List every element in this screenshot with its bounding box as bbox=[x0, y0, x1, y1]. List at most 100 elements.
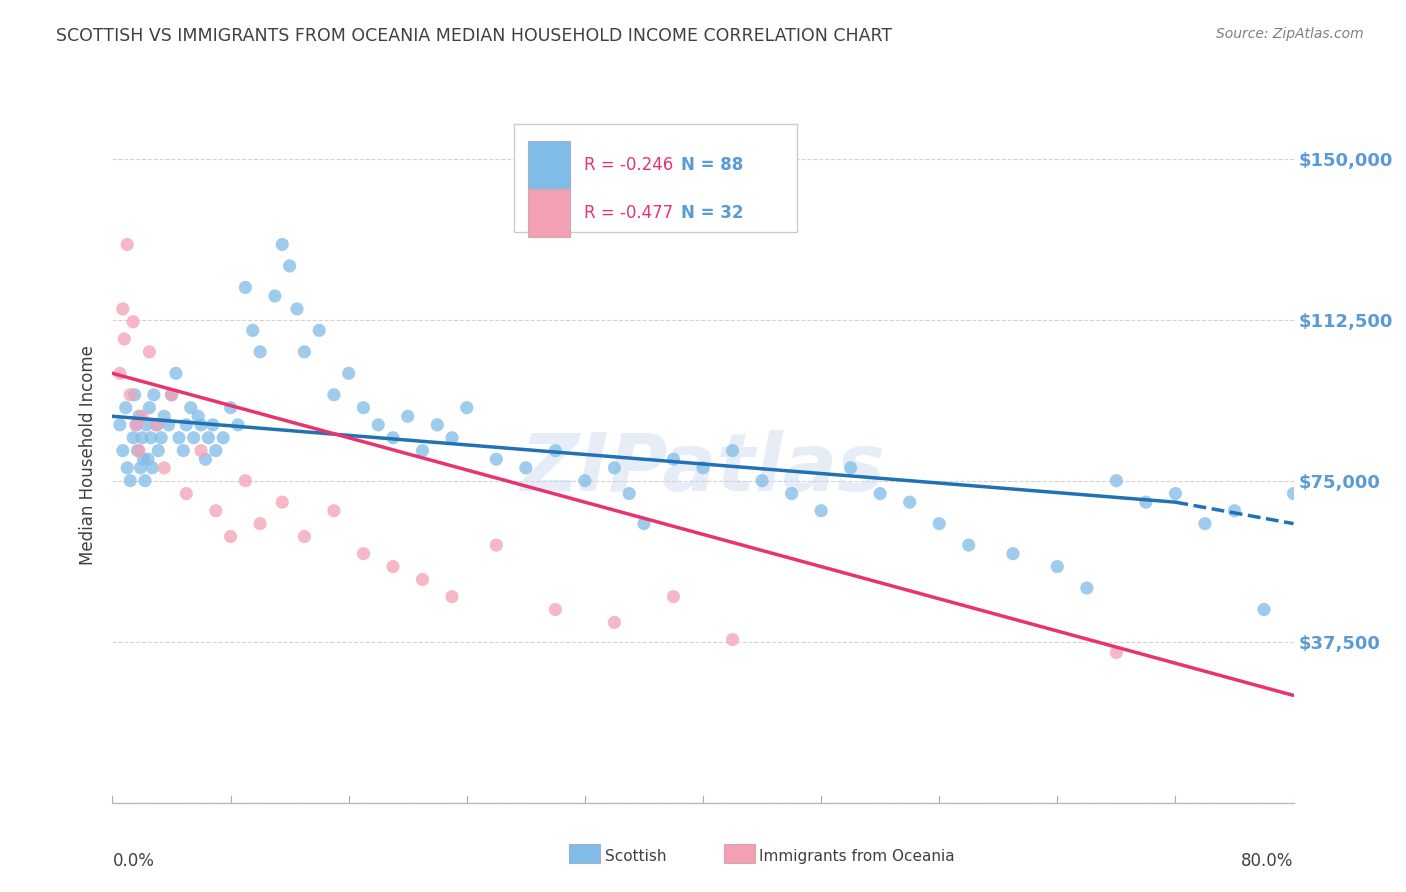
FancyBboxPatch shape bbox=[515, 124, 797, 232]
Point bbox=[233, 474, 256, 488]
Point bbox=[426, 417, 449, 432]
Point bbox=[122, 431, 145, 445]
Text: N = 88: N = 88 bbox=[681, 156, 742, 175]
Point bbox=[197, 431, 219, 445]
Point bbox=[146, 417, 169, 432]
Point bbox=[544, 443, 567, 458]
Point bbox=[323, 388, 346, 402]
Point bbox=[172, 443, 194, 458]
Point bbox=[367, 417, 389, 432]
Text: Source: ZipAtlas.com: Source: ZipAtlas.com bbox=[1216, 27, 1364, 41]
Point bbox=[128, 409, 150, 424]
Point bbox=[108, 417, 131, 432]
Point bbox=[112, 332, 135, 346]
Point bbox=[125, 417, 148, 432]
Point bbox=[411, 573, 433, 587]
Text: SCOTTISH VS IMMIGRANTS FROM OCEANIA MEDIAN HOUSEHOLD INCOME CORRELATION CHART: SCOTTISH VS IMMIGRANTS FROM OCEANIA MEDI… bbox=[56, 27, 893, 45]
Point bbox=[692, 460, 714, 475]
Point bbox=[544, 602, 567, 616]
Point bbox=[441, 431, 464, 445]
Point bbox=[111, 443, 134, 458]
Point bbox=[138, 344, 160, 359]
Point bbox=[127, 443, 149, 458]
Point bbox=[1046, 559, 1069, 574]
Point bbox=[352, 547, 374, 561]
Text: 0.0%: 0.0% bbox=[112, 852, 155, 870]
Point bbox=[187, 409, 209, 424]
Point bbox=[212, 431, 235, 445]
Point bbox=[190, 417, 212, 432]
Point bbox=[352, 401, 374, 415]
Point bbox=[869, 486, 891, 500]
Point bbox=[411, 443, 433, 458]
Point bbox=[1282, 486, 1305, 500]
Point bbox=[132, 452, 155, 467]
FancyBboxPatch shape bbox=[529, 188, 569, 237]
Point bbox=[285, 301, 308, 316]
Point bbox=[441, 590, 464, 604]
Point bbox=[898, 495, 921, 509]
Point bbox=[226, 417, 249, 432]
Point bbox=[396, 409, 419, 424]
Point bbox=[194, 452, 217, 467]
Point bbox=[308, 323, 330, 337]
Point bbox=[485, 538, 508, 552]
Point bbox=[128, 443, 150, 458]
Point bbox=[839, 460, 862, 475]
Point bbox=[157, 417, 180, 432]
Point bbox=[174, 417, 197, 432]
Point bbox=[271, 495, 294, 509]
FancyBboxPatch shape bbox=[529, 141, 569, 190]
Point bbox=[382, 431, 405, 445]
Point bbox=[122, 315, 145, 329]
Point bbox=[271, 237, 294, 252]
Text: Immigrants from Oceania: Immigrants from Oceania bbox=[759, 849, 955, 863]
Point bbox=[242, 323, 264, 337]
Point bbox=[721, 632, 744, 647]
Point bbox=[264, 289, 287, 303]
Point bbox=[928, 516, 950, 531]
Point bbox=[129, 460, 152, 475]
Text: R = -0.477: R = -0.477 bbox=[583, 204, 673, 222]
Point bbox=[323, 504, 346, 518]
Point bbox=[153, 460, 176, 475]
Point bbox=[249, 516, 271, 531]
Point bbox=[1135, 495, 1157, 509]
Point bbox=[456, 401, 478, 415]
Point bbox=[1253, 602, 1275, 616]
Bar bbox=[724, 844, 755, 863]
Point bbox=[292, 529, 315, 543]
Point bbox=[957, 538, 980, 552]
Point bbox=[382, 559, 405, 574]
Point bbox=[219, 401, 242, 415]
Point bbox=[751, 474, 773, 488]
Point bbox=[167, 431, 190, 445]
Point bbox=[1164, 486, 1187, 500]
Point bbox=[603, 460, 626, 475]
Point bbox=[278, 259, 301, 273]
Point bbox=[124, 388, 146, 402]
Point bbox=[136, 452, 159, 467]
Point bbox=[574, 474, 596, 488]
Point bbox=[1105, 645, 1128, 659]
Point bbox=[111, 301, 134, 316]
Point bbox=[721, 443, 744, 458]
Bar bbox=[569, 844, 600, 863]
Point bbox=[1076, 581, 1098, 595]
Point bbox=[603, 615, 626, 630]
Point bbox=[142, 388, 165, 402]
Point bbox=[515, 460, 537, 475]
Point bbox=[662, 452, 685, 467]
Point bbox=[117, 237, 138, 252]
Point bbox=[1001, 547, 1024, 561]
Point bbox=[138, 401, 160, 415]
Text: Scottish: Scottish bbox=[605, 849, 666, 863]
Point bbox=[190, 443, 212, 458]
Point bbox=[174, 486, 197, 500]
Point bbox=[117, 460, 138, 475]
Y-axis label: Median Household Income: Median Household Income bbox=[79, 345, 97, 565]
Point bbox=[148, 443, 170, 458]
Point bbox=[146, 417, 169, 432]
Point bbox=[160, 388, 183, 402]
Point bbox=[131, 431, 153, 445]
